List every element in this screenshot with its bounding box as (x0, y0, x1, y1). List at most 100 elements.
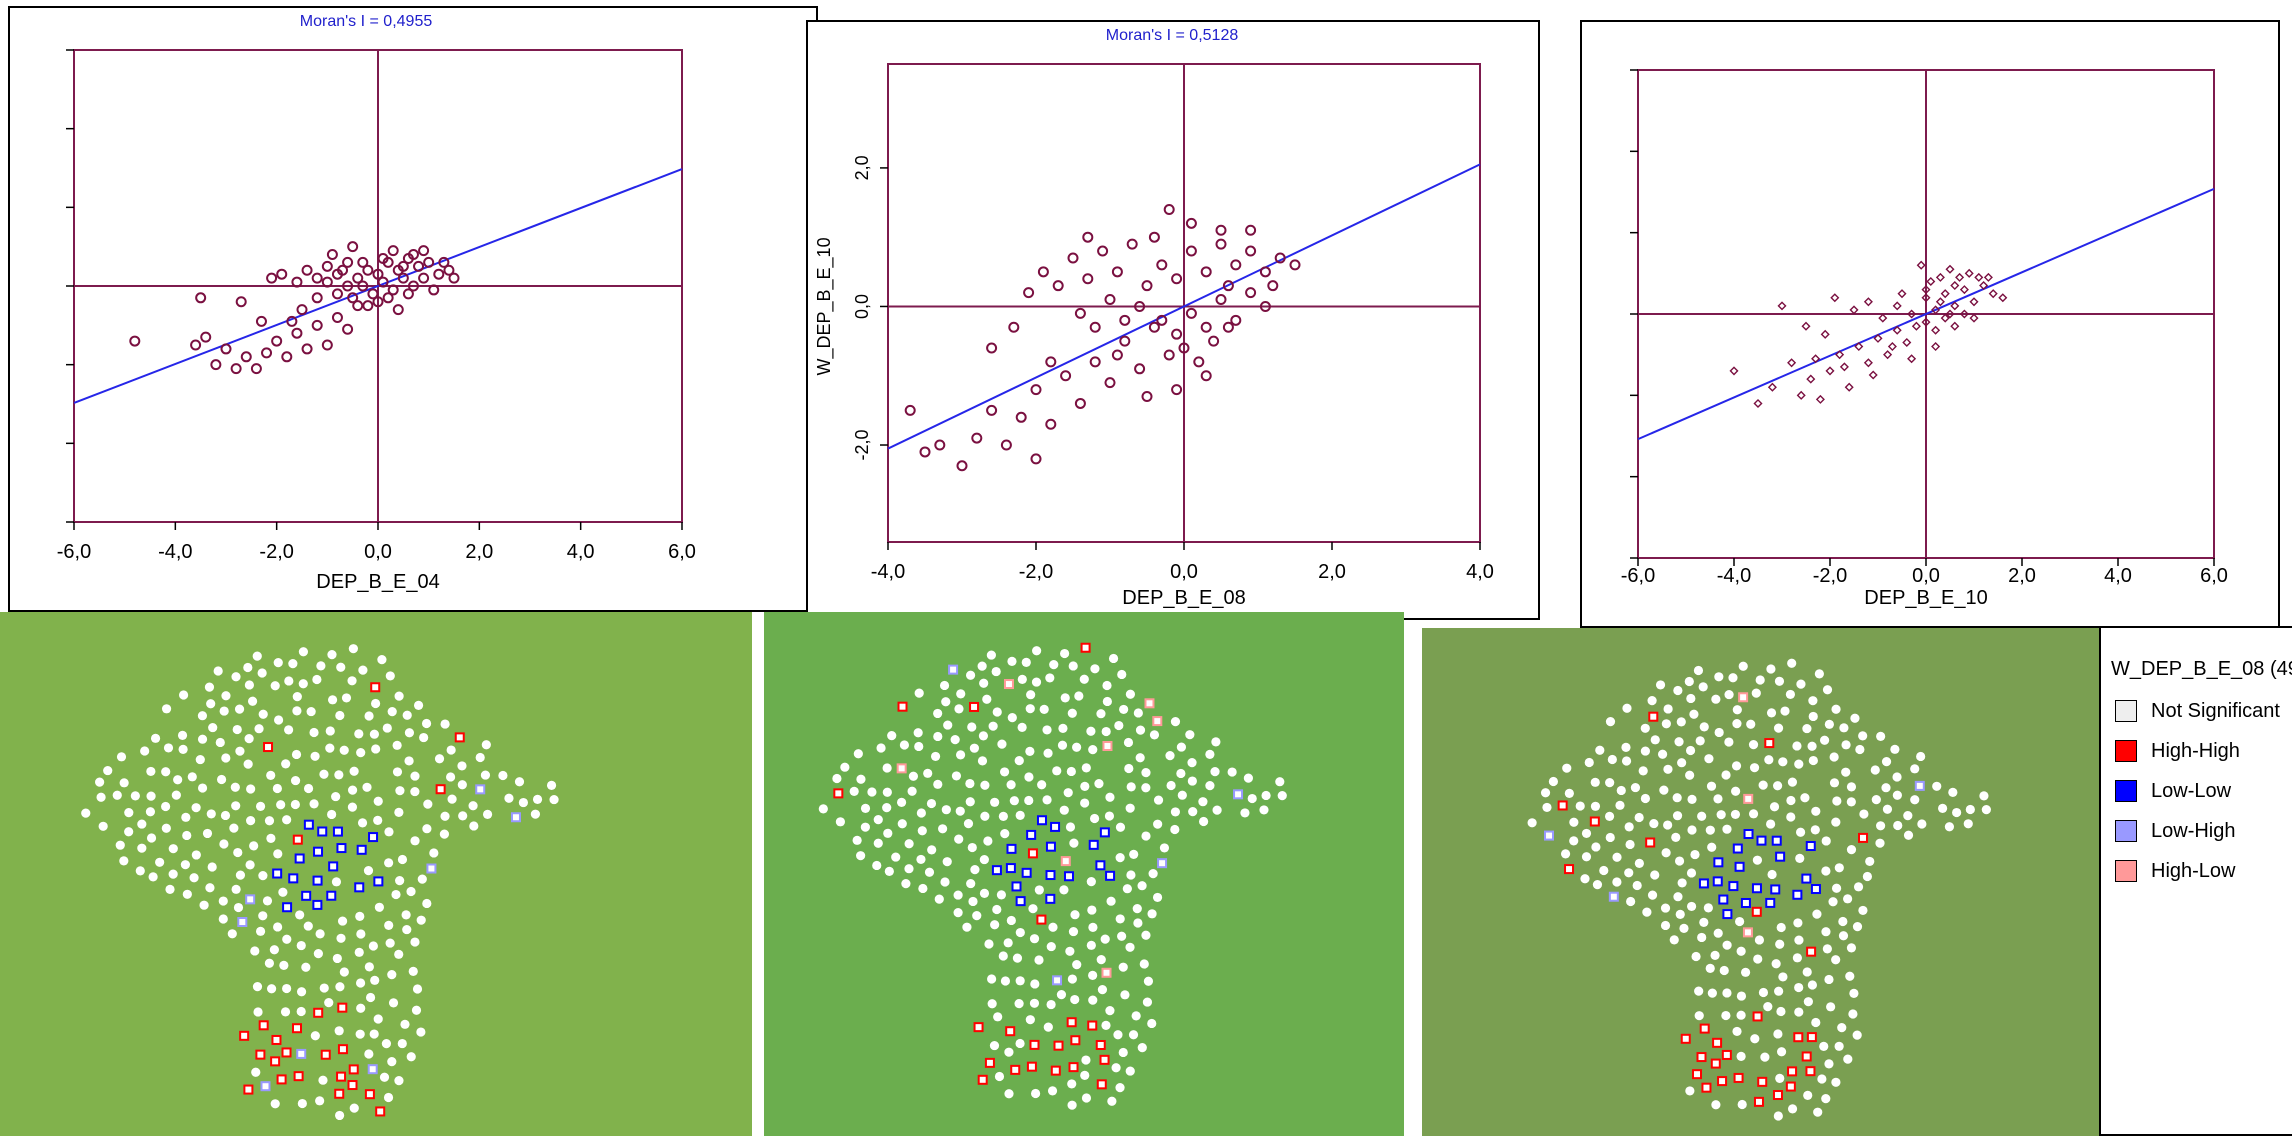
region-point-not-significant (368, 941, 378, 951)
region-point-not-significant (1848, 1009, 1858, 1019)
region-point-not-significant (916, 854, 926, 865)
region-point-not-significant (1006, 915, 1016, 926)
region-point-not-significant (1794, 982, 1804, 993)
region-point-not-significant (1758, 987, 1769, 998)
region-point-not-significant (1774, 986, 1784, 996)
region-point-not-significant (1773, 1029, 1783, 1039)
scatter-point (362, 264, 374, 276)
region-point-not-significant (297, 1098, 307, 1109)
region-point-not-significant (189, 873, 199, 883)
region-point-not-significant (980, 780, 990, 790)
scatter-point (1082, 231, 1094, 243)
region-point-not-significant (252, 651, 262, 661)
region-point-not-significant (907, 786, 917, 796)
region-point-not-significant (967, 722, 977, 732)
region-point-not-significant (392, 767, 403, 777)
region-point-not-significant (155, 857, 165, 867)
region-point-not-significant (191, 803, 201, 813)
region-point-not-significant (1795, 853, 1805, 863)
region-point-not-significant (421, 718, 432, 729)
region-point-not-significant (349, 1103, 359, 1113)
region-point-not-significant (296, 940, 306, 951)
region-point-low-high (1544, 830, 1555, 841)
region-point-not-significant (1754, 935, 1765, 945)
scatter-point (261, 347, 273, 359)
region-point-not-significant (1686, 868, 1697, 878)
region-point-not-significant (1111, 1063, 1121, 1073)
region-point-high-high (1701, 1082, 1712, 1093)
region-point-not-significant (1752, 855, 1763, 865)
region-point-not-significant (362, 782, 372, 792)
region-point-not-significant (1674, 856, 1685, 866)
region-point-high-high (1696, 1052, 1707, 1063)
region-point-not-significant (1128, 1030, 1139, 1040)
scatter-point (1935, 272, 1945, 282)
region-point-not-significant (1689, 709, 1699, 719)
region-point-not-significant (364, 711, 374, 721)
region-point-not-significant (219, 839, 229, 849)
region-point-not-significant (1697, 811, 1707, 821)
region-point-not-significant (1152, 892, 1163, 903)
region-point-not-significant (1829, 778, 1840, 788)
scatter-point (347, 241, 359, 253)
scatter-point (342, 323, 354, 335)
region-point-not-significant (1096, 954, 1106, 965)
region-point-not-significant (296, 1006, 306, 1017)
region-point-not-significant (1792, 953, 1802, 963)
scatter-point (1796, 390, 1806, 400)
scatter-point (413, 260, 425, 272)
x-tick-label: 4,0 (1466, 561, 1494, 583)
region-point-not-significant (347, 802, 358, 812)
region-point-not-significant (943, 720, 953, 730)
region-point-not-significant (422, 898, 432, 909)
region-point-not-significant (1081, 763, 1091, 773)
region-point-not-significant (1802, 723, 1812, 734)
region-point-not-significant (374, 902, 384, 912)
region-point-not-significant (941, 805, 951, 815)
region-point-not-significant (1615, 800, 1625, 810)
region-point-not-significant (429, 848, 439, 858)
y-tick-label: 0,0 (852, 294, 872, 319)
region-point-not-significant (1642, 907, 1652, 917)
region-point-not-significant (927, 845, 937, 855)
region-point-not-significant (251, 1067, 261, 1077)
region-point-not-significant (1090, 664, 1100, 674)
region-point-not-significant (1647, 696, 1657, 706)
region-point-not-significant (1205, 749, 1215, 759)
region-point-not-significant (1007, 656, 1017, 666)
region-point-high-high (364, 1089, 375, 1100)
scatter-point (397, 272, 409, 284)
region-point-high-high (1772, 1090, 1783, 1101)
scatter-point (1940, 313, 1950, 323)
region-point-not-significant (1802, 967, 1812, 977)
region-point-not-significant (112, 790, 122, 800)
region-point-high-high (1806, 1032, 1817, 1043)
scatter-point (210, 359, 222, 371)
legend-item-not-significant: Not Significant (2115, 696, 2280, 726)
region-point-not-significant (1137, 881, 1147, 891)
scatter-point (321, 339, 333, 351)
region-point-not-significant (103, 765, 113, 776)
region-point-not-significant (406, 1052, 416, 1062)
region-point-not-significant (1711, 1100, 1721, 1110)
region-point-not-significant (1079, 674, 1089, 684)
scatter-point (1200, 321, 1212, 333)
scatter-point (919, 446, 931, 458)
region-point-not-significant (355, 1029, 365, 1039)
region-point-not-significant (1821, 927, 1831, 937)
region-point-not-significant (269, 945, 279, 955)
scatter-point (1983, 272, 1993, 282)
region-point-not-significant (1694, 1011, 1704, 1021)
region-point-not-significant (1661, 719, 1671, 729)
region-point-not-significant (227, 929, 237, 939)
region-point-not-significant (1672, 793, 1682, 803)
region-point-not-significant (1875, 838, 1885, 848)
scatter-point (1045, 356, 1057, 368)
region-point-not-significant (243, 662, 253, 673)
region-point-low-high (1052, 975, 1063, 986)
region-point-not-significant (282, 983, 292, 994)
region-point-not-significant (1569, 836, 1579, 846)
moran-scatterplot-1: -6,0 -4,0 -2,0 0,0 2,0 4,0 6,0 Moran's I = 0,49… (57, 13, 696, 593)
region-point-not-significant (1686, 693, 1696, 704)
region-point-not-significant (298, 647, 309, 657)
